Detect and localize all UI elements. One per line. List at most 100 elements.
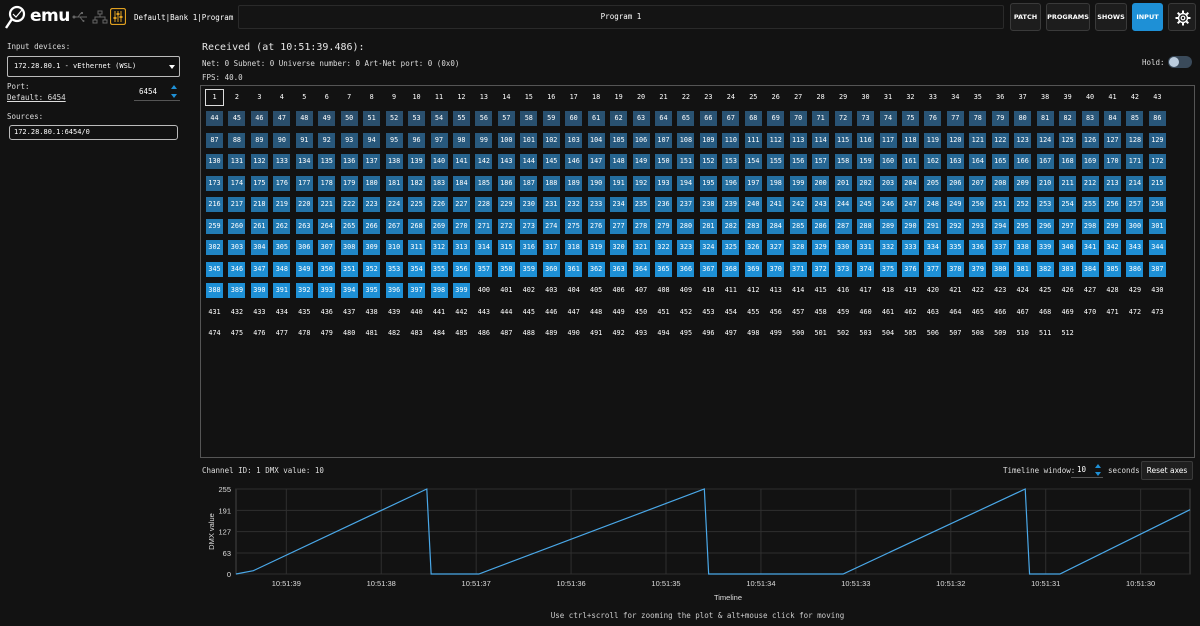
channel-cell[interactable]: 447 bbox=[567, 307, 580, 316]
channel-cell[interactable]: 91 bbox=[295, 132, 313, 148]
channel-cell[interactable]: 494 bbox=[657, 328, 670, 337]
channel-cell[interactable]: 459 bbox=[836, 307, 850, 316]
channel-cell[interactable]: 70 bbox=[789, 111, 807, 127]
channel-cell[interactable]: 2 bbox=[234, 93, 239, 101]
channel-cell[interactable]: 99 bbox=[475, 132, 493, 148]
channel-cell[interactable]: 307 bbox=[318, 240, 336, 256]
channel-cell[interactable]: 43 bbox=[1153, 93, 1162, 101]
channel-cell[interactable]: 492 bbox=[612, 328, 625, 337]
channel-cell[interactable]: 308 bbox=[340, 240, 358, 256]
channel-cell[interactable]: 246 bbox=[879, 197, 897, 213]
channel-cell[interactable]: 483 bbox=[410, 328, 423, 337]
channel-cell[interactable]: 131 bbox=[228, 154, 246, 170]
channel-cell[interactable]: 448 bbox=[590, 307, 603, 316]
channel-cell[interactable]: 251 bbox=[991, 197, 1009, 213]
channel-cell[interactable]: 69 bbox=[767, 111, 785, 127]
channel-cell[interactable]: 403 bbox=[545, 286, 558, 295]
channel-cell[interactable]: 63 bbox=[632, 111, 650, 127]
patch-button[interactable]: PATCH bbox=[1010, 3, 1041, 31]
channel-cell[interactable]: 337 bbox=[991, 240, 1009, 256]
channel-cell[interactable]: 394 bbox=[340, 283, 358, 299]
channel-cell[interactable]: 217 bbox=[228, 197, 246, 213]
channel-cell[interactable]: 20 bbox=[636, 93, 646, 101]
channel-cell[interactable]: 343 bbox=[1126, 240, 1144, 256]
channel-cell[interactable]: 13 bbox=[479, 93, 488, 101]
channel-cell[interactable]: 388 bbox=[206, 283, 223, 299]
timeline-spin-down-icon[interactable] bbox=[1095, 472, 1101, 476]
channel-cell[interactable]: 111 bbox=[744, 132, 762, 148]
channel-cell[interactable]: 334 bbox=[924, 240, 942, 256]
channel-cell[interactable]: 500 bbox=[792, 328, 805, 337]
channel-cell[interactable]: 34 bbox=[951, 93, 960, 101]
channel-cell[interactable]: 146 bbox=[565, 154, 583, 170]
channel-cell[interactable]: 435 bbox=[298, 307, 311, 316]
channel-cell[interactable]: 125 bbox=[1059, 132, 1077, 148]
channel-cell[interactable]: 181 bbox=[385, 175, 403, 191]
settings-button[interactable] bbox=[1168, 3, 1196, 31]
channel-cell[interactable]: 268 bbox=[408, 218, 426, 234]
channel-cell[interactable]: 64 bbox=[655, 111, 672, 127]
channel-cell[interactable]: 194 bbox=[677, 175, 695, 191]
channel-cell[interactable]: 344 bbox=[1148, 240, 1166, 256]
channel-cell[interactable]: 503 bbox=[859, 328, 872, 337]
channel-cell[interactable]: 156 bbox=[789, 154, 807, 170]
channel-cell[interactable]: 346 bbox=[228, 261, 246, 277]
channel-cell[interactable]: 476 bbox=[253, 328, 266, 337]
channel-cell[interactable]: 148 bbox=[610, 154, 628, 170]
channel-cell[interactable]: 401 bbox=[500, 286, 513, 295]
channel-cell[interactable]: 93 bbox=[340, 132, 358, 148]
channel-cell[interactable]: 407 bbox=[634, 286, 648, 295]
channel-cell[interactable]: 191 bbox=[610, 175, 628, 191]
channel-cell[interactable]: 411 bbox=[724, 286, 737, 295]
channel-cell[interactable]: 509 bbox=[994, 328, 1007, 337]
channel-cell[interactable]: 332 bbox=[879, 240, 897, 256]
channel-cell[interactable]: 15 bbox=[524, 93, 533, 101]
channel-cell[interactable]: 314 bbox=[475, 240, 493, 256]
channel-cell[interactable]: 89 bbox=[250, 132, 268, 148]
channel-cell[interactable]: 112 bbox=[767, 132, 785, 148]
channel-cell[interactable]: 85 bbox=[1126, 111, 1144, 127]
channel-cell[interactable]: 357 bbox=[475, 261, 493, 277]
channel-cell[interactable]: 414 bbox=[792, 286, 805, 295]
channel-cell[interactable]: 120 bbox=[946, 132, 964, 148]
channel-cell[interactable]: 412 bbox=[747, 286, 760, 295]
channel-cell[interactable]: 8 bbox=[369, 93, 374, 101]
channel-cell[interactable]: 168 bbox=[1059, 154, 1077, 170]
channel-cell[interactable]: 264 bbox=[318, 218, 336, 234]
reset-axes-button[interactable]: Reset axes bbox=[1141, 461, 1193, 480]
channel-cell[interactable]: 150 bbox=[655, 154, 672, 170]
channel-cell[interactable]: 62 bbox=[610, 111, 628, 127]
channel-cell[interactable]: 507 bbox=[949, 328, 962, 337]
channel-cell[interactable]: 237 bbox=[677, 197, 695, 213]
channel-cell[interactable]: 105 bbox=[610, 132, 628, 148]
channel-cell[interactable]: 341 bbox=[1081, 240, 1099, 256]
channel-cell[interactable]: 143 bbox=[497, 154, 515, 170]
channel-cell[interactable]: 377 bbox=[924, 261, 942, 277]
channel-cell[interactable]: 155 bbox=[767, 154, 785, 170]
channel-cell[interactable]: 265 bbox=[340, 218, 358, 234]
channel-cell[interactable]: 241 bbox=[767, 197, 785, 213]
channel-cell[interactable]: 491 bbox=[590, 328, 603, 337]
channel-cell[interactable]: 230 bbox=[520, 197, 538, 213]
channel-cell[interactable]: 203 bbox=[879, 175, 897, 191]
channel-cell[interactable]: 189 bbox=[565, 175, 583, 191]
channel-cell[interactable]: 263 bbox=[295, 218, 313, 234]
channel-cell[interactable]: 301 bbox=[1148, 218, 1166, 234]
channel-cell[interactable]: 283 bbox=[744, 218, 762, 234]
channel-cell[interactable]: 472 bbox=[1128, 307, 1142, 316]
channel-cell[interactable]: 437 bbox=[343, 307, 356, 316]
channel-cell[interactable]: 325 bbox=[722, 240, 740, 256]
channel-cell[interactable]: 42 bbox=[1130, 93, 1140, 101]
channel-cell[interactable]: 136 bbox=[340, 154, 358, 170]
channel-cell[interactable]: 18 bbox=[592, 93, 601, 101]
channel-cell[interactable]: 402 bbox=[522, 286, 535, 295]
channel-cell[interactable]: 261 bbox=[250, 218, 268, 234]
channel-cell[interactable]: 243 bbox=[812, 197, 830, 213]
channel-cell[interactable]: 453 bbox=[702, 307, 715, 316]
channel-cell[interactable]: 323 bbox=[677, 240, 695, 256]
channel-cell[interactable]: 170 bbox=[1104, 154, 1121, 170]
channel-cell[interactable]: 226 bbox=[430, 197, 448, 213]
channel-cell[interactable]: 159 bbox=[857, 154, 875, 170]
channel-cell[interactable]: 41 bbox=[1108, 93, 1117, 101]
channel-cell[interactable]: 49 bbox=[318, 111, 336, 127]
